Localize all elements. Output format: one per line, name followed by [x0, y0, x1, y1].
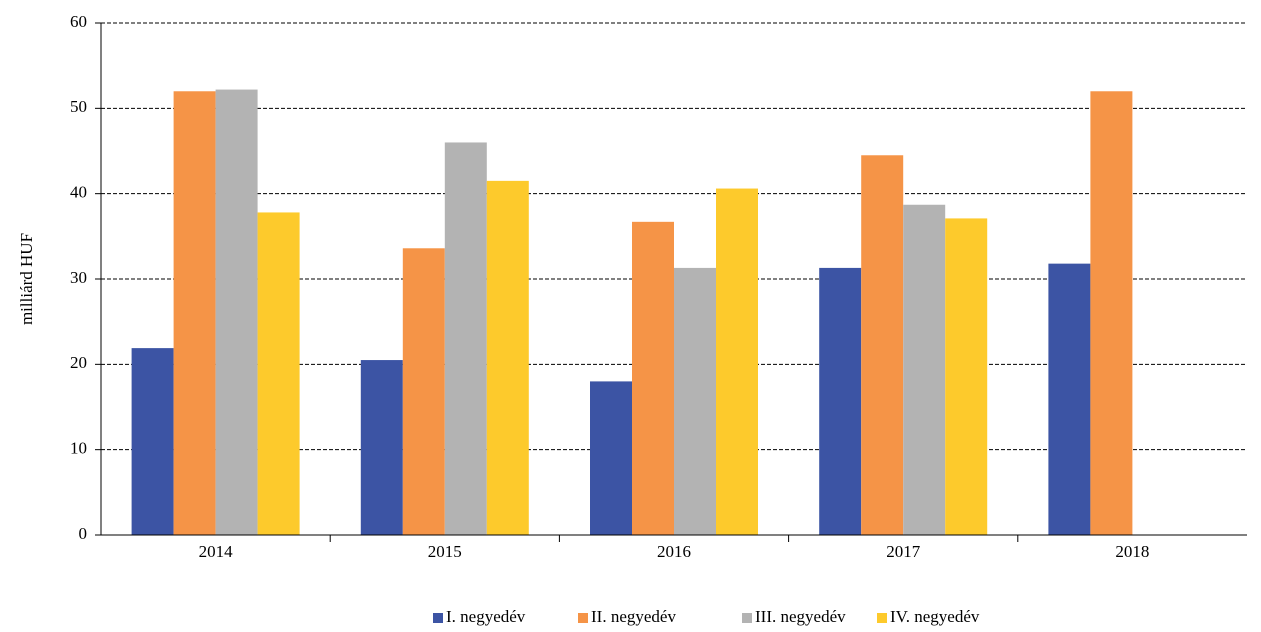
bar — [444, 142, 487, 535]
bar — [131, 348, 174, 535]
legend-swatch — [578, 613, 588, 623]
x-tick-label: 2014 — [199, 542, 234, 561]
y-tick-label: 50 — [70, 97, 87, 116]
y-tick-label: 30 — [70, 268, 87, 287]
bar — [861, 155, 904, 535]
bar — [632, 221, 674, 535]
y-tick-label: 20 — [70, 353, 87, 372]
bar — [486, 180, 529, 535]
x-tick-label: 2015 — [428, 542, 462, 561]
legend-label: III. negyedév — [755, 607, 846, 626]
y-axis-label: milliárd HUF — [17, 233, 36, 325]
bar — [257, 212, 300, 535]
legend-swatch — [742, 613, 752, 623]
bar — [819, 267, 862, 535]
y-tick-label: 40 — [70, 183, 87, 202]
bar — [674, 267, 716, 535]
x-tick-label: 2017 — [886, 542, 921, 561]
bar — [215, 89, 258, 535]
legend-swatch — [433, 613, 443, 623]
bar — [945, 218, 988, 535]
bar — [173, 91, 216, 536]
bar — [360, 360, 403, 535]
bar — [716, 188, 758, 535]
x-tick-label: 2016 — [657, 542, 691, 561]
legend-label: IV. negyedév — [890, 607, 980, 626]
legend-label: II. negyedév — [591, 607, 676, 626]
bar — [1048, 263, 1091, 535]
bar — [903, 204, 946, 535]
bar — [1090, 91, 1133, 536]
y-tick-label: 10 — [70, 439, 87, 458]
x-tick-label: 2018 — [1115, 542, 1149, 561]
legend-label: I. negyedév — [446, 607, 526, 626]
bar — [402, 248, 445, 535]
bar — [590, 381, 632, 535]
y-tick-label: 60 — [70, 12, 87, 31]
legend-swatch — [877, 613, 887, 623]
y-tick-label: 0 — [79, 524, 88, 543]
